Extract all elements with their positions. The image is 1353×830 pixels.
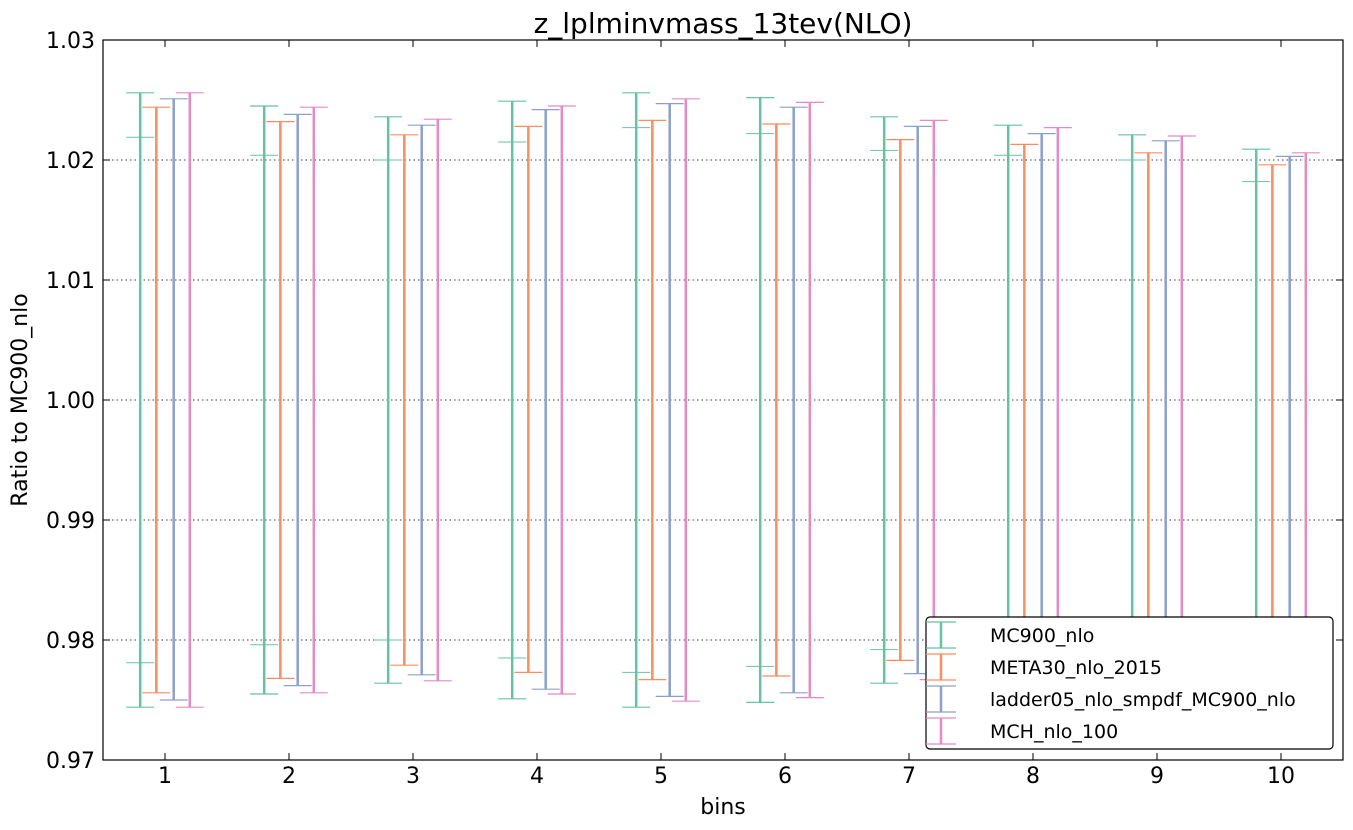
legend-entry: META30_nlo_2015	[926, 653, 1162, 681]
errorbar-mark	[671, 98, 700, 702]
legend-entry: MCH_nlo_100	[926, 717, 1118, 745]
errorbar-mark	[622, 92, 651, 708]
y-tick-label: 0.98	[46, 629, 95, 654]
legend-entry: MC900_nlo	[926, 621, 1094, 649]
legend-entry: ladder05_nlo_smpdf_MC900_nlo	[926, 685, 1296, 713]
legend-label: MCH_nlo_100	[990, 721, 1118, 743]
errorbar-mark	[795, 101, 824, 699]
errorbar-mark	[283, 113, 312, 687]
errorbar-mark	[175, 92, 204, 708]
errorbar-mark	[886, 139, 915, 662]
errorbar-mark	[423, 118, 452, 682]
errorbar-mark	[407, 124, 436, 676]
y-axis-label: Ratio to MC900_nlo	[8, 293, 33, 506]
axis-ticks: 0.97 0.98 0.99 1.00 1.01 1.02 1.03 1 2 3 4 5 6 7 8 9 10	[46, 29, 1343, 789]
x-tick-label: 9	[1150, 764, 1164, 789]
x-tick-label: 1	[158, 764, 172, 789]
errorbar-mark	[746, 96, 775, 704]
errorbar-mark	[266, 120, 295, 680]
x-tick-label: 6	[778, 764, 792, 789]
x-tick-label: 3	[406, 764, 420, 789]
errorbar-mark	[638, 119, 667, 681]
errorbar-mark	[374, 116, 403, 684]
legend-frame	[925, 616, 1334, 750]
x-axis-label: bins	[700, 795, 745, 820]
y-tick-label: 1.01	[46, 269, 95, 294]
errorbar-mark	[250, 105, 279, 695]
x-tick-label: 4	[530, 764, 544, 789]
legend-label: MC900_nlo	[990, 625, 1094, 647]
y-tick-label: 0.99	[46, 509, 95, 534]
legend-label: META30_nlo_2015	[990, 657, 1162, 679]
x-tick-label: 10	[1267, 764, 1295, 789]
x-tick-label: 2	[282, 764, 296, 789]
y-tick-label: 1.03	[46, 29, 95, 54]
x-tick-label: 7	[902, 764, 916, 789]
errorbar-mark	[159, 98, 188, 701]
errorbars	[126, 92, 1320, 708]
errorbar-mark	[531, 108, 560, 690]
errorbar-mark	[547, 105, 576, 695]
legend: MC900_nlo META30_nlo_2015 ladder05_nlo_smp…	[925, 616, 1334, 750]
y-tick-label: 0.97	[46, 749, 95, 774]
errorbar-mark	[514, 125, 543, 674]
y-tick-label: 1.02	[46, 149, 95, 174]
errorbar-mark	[762, 123, 791, 677]
errorbar-mark	[779, 106, 808, 694]
errorbar-mark	[390, 134, 419, 666]
errorbar-mark	[655, 102, 684, 698]
errorbar-mark	[299, 106, 328, 694]
y-tick-label: 1.00	[46, 389, 95, 414]
errorbar-mark	[142, 106, 171, 694]
x-tick-label: 8	[1026, 764, 1040, 789]
errorbar-mark	[870, 116, 899, 684]
legend-label: ladder05_nlo_smpdf_MC900_nlo	[990, 689, 1296, 711]
errorbar-mark	[498, 100, 527, 700]
x-tick-label: 5	[654, 764, 668, 789]
errorbar-mark	[126, 92, 155, 708]
chart-title: z_lplminvmass_13tev(NLO)	[534, 7, 913, 40]
